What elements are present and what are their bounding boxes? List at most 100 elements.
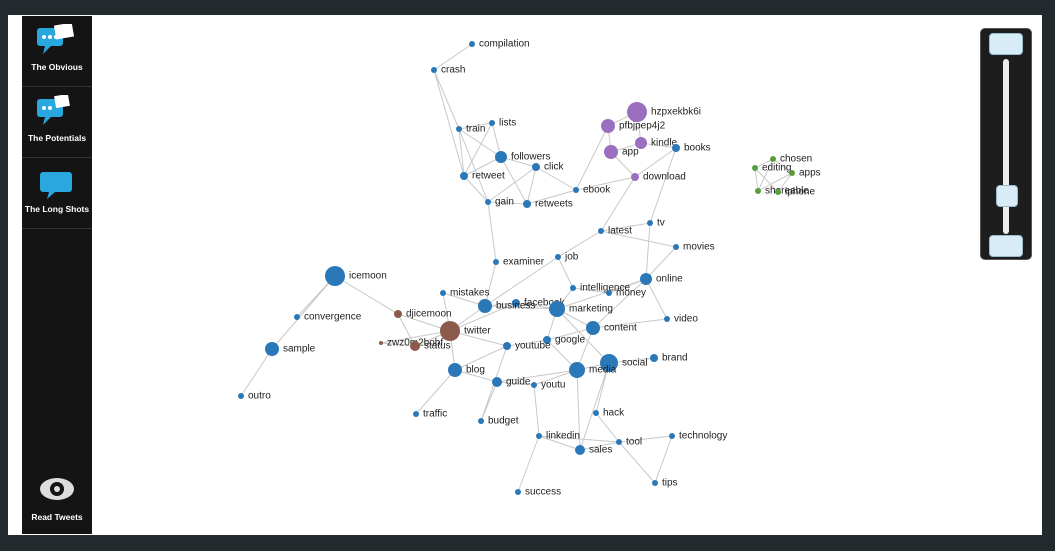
edge bbox=[546, 327, 594, 341]
edge bbox=[500, 156, 528, 205]
node[interactable] bbox=[440, 321, 460, 341]
node-label: blog bbox=[466, 365, 485, 376]
node[interactable] bbox=[601, 119, 615, 133]
node[interactable] bbox=[606, 290, 612, 296]
node[interactable] bbox=[478, 418, 484, 424]
node[interactable] bbox=[672, 144, 680, 152]
node[interactable] bbox=[440, 290, 446, 296]
node-label: download bbox=[643, 172, 686, 183]
node[interactable] bbox=[379, 341, 383, 345]
node-label: status bbox=[424, 341, 451, 352]
edge bbox=[442, 292, 486, 307]
node[interactable] bbox=[238, 393, 244, 399]
edge bbox=[496, 369, 578, 383]
node[interactable] bbox=[598, 228, 604, 234]
node[interactable] bbox=[593, 410, 599, 416]
node[interactable] bbox=[413, 411, 419, 417]
node[interactable] bbox=[410, 341, 420, 351]
node-label: examiner bbox=[503, 257, 545, 268]
node[interactable] bbox=[586, 321, 600, 335]
node[interactable] bbox=[394, 310, 402, 318]
node[interactable] bbox=[515, 489, 521, 495]
zoom-out[interactable] bbox=[989, 235, 1023, 257]
node[interactable] bbox=[478, 299, 492, 313]
nav-item[interactable]: The Long Shots bbox=[22, 158, 92, 229]
node[interactable] bbox=[573, 187, 579, 193]
edge bbox=[449, 302, 517, 332]
node[interactable] bbox=[755, 188, 761, 194]
edge bbox=[649, 147, 677, 224]
node[interactable] bbox=[448, 363, 462, 377]
node[interactable] bbox=[775, 189, 781, 195]
node[interactable] bbox=[555, 254, 561, 260]
edge bbox=[600, 176, 636, 232]
node[interactable] bbox=[469, 41, 475, 47]
node[interactable] bbox=[549, 301, 565, 317]
node[interactable] bbox=[640, 273, 652, 285]
icon bbox=[40, 172, 72, 199]
edge bbox=[777, 172, 793, 193]
node-label: mistakes bbox=[450, 288, 489, 299]
node[interactable] bbox=[669, 433, 675, 439]
nav-label: The Potentials bbox=[27, 133, 87, 143]
edge bbox=[634, 147, 677, 178]
node[interactable] bbox=[650, 354, 658, 362]
node[interactable] bbox=[647, 220, 653, 226]
node[interactable] bbox=[604, 145, 618, 159]
node[interactable] bbox=[495, 151, 507, 163]
zoom-in[interactable] bbox=[989, 33, 1023, 55]
node[interactable] bbox=[503, 342, 511, 350]
node[interactable] bbox=[485, 199, 491, 205]
node-label: media bbox=[589, 365, 617, 376]
node[interactable] bbox=[635, 137, 647, 149]
edge bbox=[397, 313, 416, 347]
node[interactable] bbox=[543, 336, 551, 344]
node[interactable] bbox=[627, 102, 647, 122]
node[interactable] bbox=[652, 480, 658, 486]
edge bbox=[772, 158, 793, 174]
node[interactable] bbox=[460, 172, 468, 180]
node[interactable] bbox=[493, 259, 499, 265]
edge bbox=[487, 201, 528, 205]
node[interactable] bbox=[789, 170, 795, 176]
node-label: traffic bbox=[423, 409, 447, 420]
edge bbox=[271, 275, 336, 350]
node[interactable] bbox=[616, 439, 622, 445]
node[interactable] bbox=[536, 433, 542, 439]
node-label: online bbox=[656, 274, 683, 285]
node[interactable] bbox=[600, 354, 618, 372]
edge bbox=[380, 342, 416, 347]
node[interactable] bbox=[752, 165, 758, 171]
edge bbox=[757, 158, 774, 192]
eye-icon[interactable] bbox=[39, 476, 75, 502]
node[interactable] bbox=[512, 299, 520, 307]
node[interactable] bbox=[570, 285, 576, 291]
node[interactable] bbox=[532, 163, 540, 171]
node[interactable] bbox=[569, 362, 585, 378]
node[interactable] bbox=[492, 377, 502, 387]
node[interactable] bbox=[325, 266, 345, 286]
node[interactable] bbox=[265, 342, 279, 356]
node-label: followers bbox=[511, 152, 550, 163]
edge bbox=[576, 369, 581, 451]
node[interactable] bbox=[673, 244, 679, 250]
node[interactable] bbox=[531, 382, 537, 388]
node[interactable] bbox=[294, 314, 300, 320]
node[interactable] bbox=[456, 126, 462, 132]
node-label: app bbox=[622, 147, 639, 158]
edge bbox=[600, 230, 677, 248]
nav-item[interactable]: The Potentials bbox=[22, 87, 92, 158]
node[interactable] bbox=[431, 67, 437, 73]
node[interactable] bbox=[770, 156, 776, 162]
node[interactable] bbox=[523, 200, 531, 208]
read-tweets[interactable]: Read Tweets bbox=[31, 512, 83, 522]
node-label: iphone bbox=[785, 187, 815, 198]
node[interactable] bbox=[664, 316, 670, 322]
node[interactable] bbox=[631, 173, 639, 181]
zoom-slider[interactable] bbox=[996, 185, 1018, 207]
node-label: train bbox=[466, 124, 485, 135]
nav-item[interactable]: The Obvious bbox=[22, 16, 92, 87]
node-label: hack bbox=[603, 408, 625, 419]
node[interactable] bbox=[575, 445, 585, 455]
node[interactable] bbox=[489, 120, 495, 126]
